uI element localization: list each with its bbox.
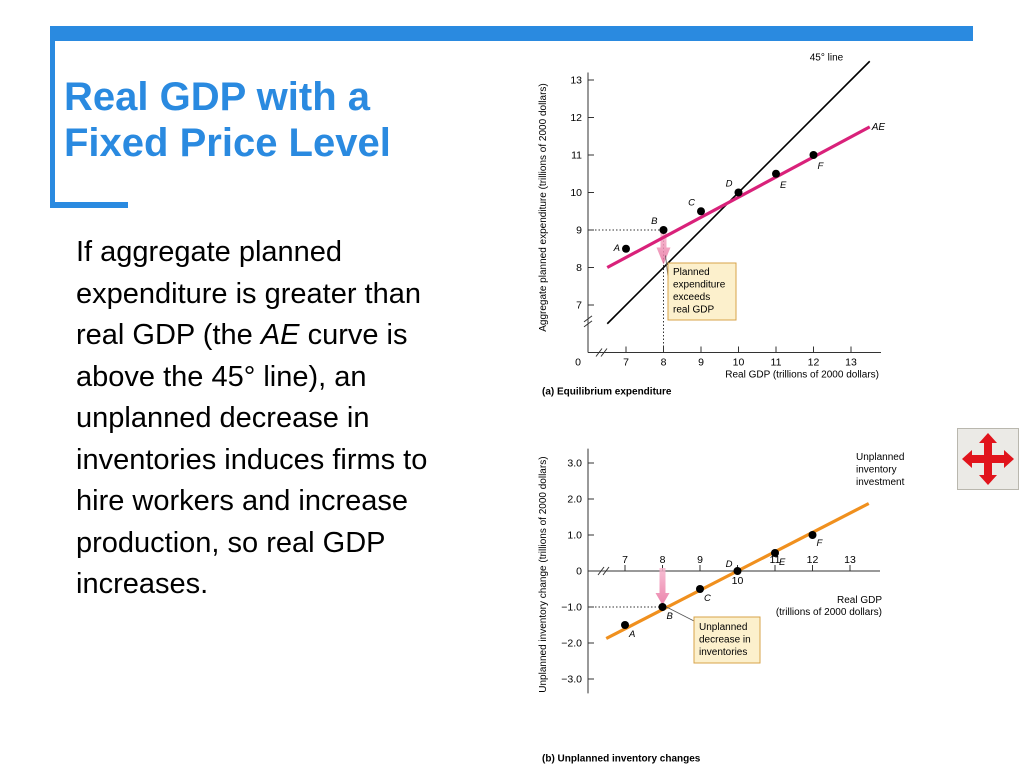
panel-a-x-tick-label: 9 (698, 357, 704, 369)
panel-b-callout-text: Unplanned (699, 622, 747, 633)
panel-b-point (771, 549, 779, 557)
panel-a-callout-text: exceeds (673, 292, 710, 303)
panel-b-point-label: F (817, 538, 824, 549)
panel-a-ae-label: AE (871, 122, 886, 133)
panel-b-callout-leader (666, 606, 695, 622)
panel-a-point-label: E (780, 180, 787, 191)
panel-a-point (697, 207, 705, 216)
panel-b-point-label: E (779, 557, 786, 568)
panel-b-point (808, 531, 817, 539)
panel-b-x-tick-label: 8 (660, 554, 666, 566)
slide-body-text: If aggregate planned expenditure is grea… (76, 232, 466, 606)
panel-a-x-tick-label: 11 (771, 357, 782, 369)
panel-a-x-tick-label: 7 (623, 357, 629, 369)
panel-b-point-label: C (704, 593, 711, 604)
panel-b-y-tick-label: −3.0 (561, 674, 582, 686)
panel-a-x-tick-label: 10 (733, 357, 745, 369)
panel-a-y-axis-break (583, 315, 593, 328)
panel-a-callout-text: Planned (673, 267, 710, 278)
panel-b-point (621, 621, 629, 629)
panel-b-y-tick-label: −2.0 (561, 638, 582, 650)
panel-a-y-tick-label: 8 (576, 262, 582, 274)
header-accent-bar (52, 26, 973, 41)
panel-a-point (734, 188, 743, 197)
four-way-arrow-icon (962, 433, 1014, 485)
panel-a-point-label: C (688, 197, 695, 208)
panel-b-gap-arrow (655, 568, 670, 605)
panel-b-x-tick-label: 11 (770, 554, 781, 566)
panel-b-callout-text: decrease in (699, 635, 751, 646)
panel-a-x-tick-label: 8 (661, 357, 667, 369)
panel-a-y-tick-label: 9 (576, 225, 582, 237)
panel-a-y-tick-label: 13 (570, 75, 582, 87)
panel-b-x-axis-title: Real GDP (837, 595, 882, 606)
panel-b-y-tick-label: 3.0 (567, 458, 582, 470)
panel-a-subtitle: (a) Equilibrium expenditure (542, 387, 672, 398)
panel-b-x-tick-label: 7 (622, 554, 628, 566)
panel-a-point (622, 244, 630, 253)
panel-b-point-label: B (667, 611, 674, 622)
panel-a-x-tick-label: 13 (845, 357, 857, 369)
panel-a-point (809, 151, 818, 159)
panel-a-point-label: F (818, 161, 825, 172)
panel-a-callout-box (667, 262, 737, 321)
panel-b-series-label: investment (856, 477, 905, 488)
panel-a-y-tick-label: 10 (570, 187, 582, 199)
panel-b-series-label: Unplanned (856, 452, 904, 463)
panel-a-point (659, 226, 668, 234)
panel-a-point-label: B (651, 216, 658, 227)
panel-b-subtitle: (b) Unplanned inventory changes (542, 753, 701, 764)
panel-a-y-tick-label: 7 (576, 300, 582, 312)
panel-b-y-tick-label: −1.0 (561, 602, 582, 614)
navigation-button[interactable] (957, 428, 1019, 490)
panel-b-x-tick-label: 12 (807, 554, 819, 566)
panel-a-y-tick-label: 11 (571, 150, 582, 162)
panel-a-gap-arrow (656, 232, 671, 265)
panel-a-callout-text: real GDP (673, 305, 714, 316)
panel-b-y-tick-label: 0 (576, 566, 582, 578)
panel-b-point-label: D (726, 559, 733, 570)
panel-b-x-tick-label: 10 (732, 575, 744, 587)
panel-a-45-line-label: 45° line (810, 52, 844, 63)
panel-a-x-axis-break (595, 348, 608, 357)
panel-b-callout-text: inventories (699, 647, 747, 658)
panel-b-point (696, 585, 704, 593)
body-text-ae-term: AE (260, 319, 300, 351)
panel-b-x-tick-label: 13 (844, 554, 856, 566)
title-accent-underline (50, 202, 128, 208)
body-text-part-2: curve is above the 45° line), an unplann… (76, 319, 428, 600)
panel-b-x-axis-break (597, 566, 610, 576)
slide-title-line-2: Fixed Price Level (64, 121, 391, 165)
slide-title-line-1: Real GDP with a (64, 75, 371, 119)
panel-b-y-axis-title: Unplanned inventory change (trillions of… (538, 456, 549, 692)
panel-b-x-axis-subtitle: (trillions of 2000 dollars) (776, 607, 882, 618)
panel-a-series-line (606, 125, 871, 269)
title-accent-bar (50, 26, 55, 206)
panel-a-point-label: A (613, 243, 620, 254)
panel-a-callout-text: expenditure (673, 280, 726, 291)
body-text-part-1: If aggregate planned expenditure is grea… (76, 236, 421, 351)
slide-title: Real GDP with a Fixed Price Level (64, 74, 484, 166)
panel-a-x-tick-label: 12 (808, 357, 820, 369)
panel-a-y-tick-label: 12 (570, 112, 582, 124)
panel-b-point (658, 603, 667, 611)
panel-b-y-tick-label: 1.0 (567, 530, 582, 542)
panel-a-point-label: D (726, 179, 733, 190)
panel-a-point (772, 169, 780, 178)
panel-b-point (733, 567, 742, 575)
panel-b-series-label: inventory (856, 465, 897, 476)
panel-a-y-axis-title: Aggregate planned expenditure (trillions… (538, 83, 549, 332)
panel-b-callout-box (693, 616, 761, 664)
panel-a-x-axis-title: Real GDP (trillions of 2000 dollars) (725, 370, 879, 381)
panel-b-y-tick-label: 2.0 (567, 494, 582, 506)
panel-a-origin-label: 0 (575, 357, 581, 369)
panel-b-x-tick-label: 9 (697, 554, 703, 566)
panel-b-point-label: A (628, 629, 635, 640)
